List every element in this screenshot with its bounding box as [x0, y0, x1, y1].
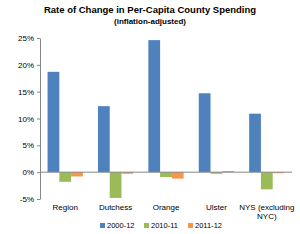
- y-axis: -5% 0% 5% 10% 15% 20% 25%: [18, 34, 41, 204]
- y-tick-label: 5%: [22, 141, 34, 150]
- legend-label: 2011-12: [195, 221, 222, 230]
- bar: [59, 172, 71, 182]
- y-axis-line: [40, 39, 41, 200]
- subtitle: (inflation-adjusted): [114, 17, 186, 26]
- x-tick-label: Ulster: [206, 203, 227, 212]
- y-tick-label: 15%: [18, 88, 34, 97]
- y-tick: 25%: [18, 34, 40, 43]
- x-tick-label: NYS (excludingNYC): [239, 203, 294, 221]
- bar: [172, 172, 184, 178]
- legend: 2000-12 2010-11 2011-12: [100, 221, 222, 230]
- bar: [98, 106, 110, 172]
- y-tick: 0%: [22, 168, 40, 177]
- legend-label: 2010-11: [151, 221, 178, 230]
- category-axis-line: [40, 172, 292, 173]
- y-tick: 20%: [18, 61, 40, 70]
- legend-label: 2000-12: [107, 221, 135, 230]
- title: Rate of Change in Per-Capita County Spen…: [44, 4, 256, 15]
- x-tick-label: Dutchess: [99, 203, 132, 212]
- y-tick-label: 10%: [18, 115, 34, 124]
- y-tick-mark: [37, 38, 40, 39]
- bar: [110, 172, 122, 198]
- legend-swatch: [100, 223, 105, 228]
- bar: [261, 172, 273, 189]
- y-tick-mark: [37, 65, 40, 66]
- y-tick: -5%: [20, 195, 40, 204]
- y-tick-mark: [37, 145, 40, 146]
- y-tick-label: -5%: [20, 195, 34, 204]
- bar: [160, 172, 172, 177]
- x-labels: Region Dutchess Orange Ulster NYS (excluding…: [53, 203, 295, 221]
- y-tick-mark: [37, 92, 40, 93]
- background: [0, 0, 300, 234]
- y-tick-label: 25%: [18, 34, 34, 43]
- x-tick-label: Orange: [153, 203, 180, 212]
- y-tick: 15%: [18, 88, 40, 97]
- bar: [71, 172, 83, 176]
- y-tick-mark: [37, 199, 40, 200]
- bar: [148, 40, 160, 172]
- y-tick-mark: [37, 119, 40, 120]
- legend-swatch: [144, 223, 149, 228]
- bar: [48, 72, 60, 172]
- bars: [48, 40, 285, 198]
- y-tick: 10%: [18, 115, 40, 124]
- y-tick-label: 0%: [22, 168, 34, 177]
- y-tick-mark: [37, 172, 40, 173]
- bar: [249, 114, 261, 172]
- x-tick-label: Region: [53, 203, 78, 212]
- y-tick: 5%: [22, 141, 40, 150]
- plot: -5% 0% 5% 10% 15% 20% 25% Region Dutchess Orange U…: [18, 34, 294, 221]
- chart: Rate of Change in Per-Capita County Spen…: [0, 0, 300, 234]
- legend-swatch: [188, 223, 193, 228]
- y-tick-label: 20%: [18, 61, 34, 70]
- bar: [199, 93, 211, 172]
